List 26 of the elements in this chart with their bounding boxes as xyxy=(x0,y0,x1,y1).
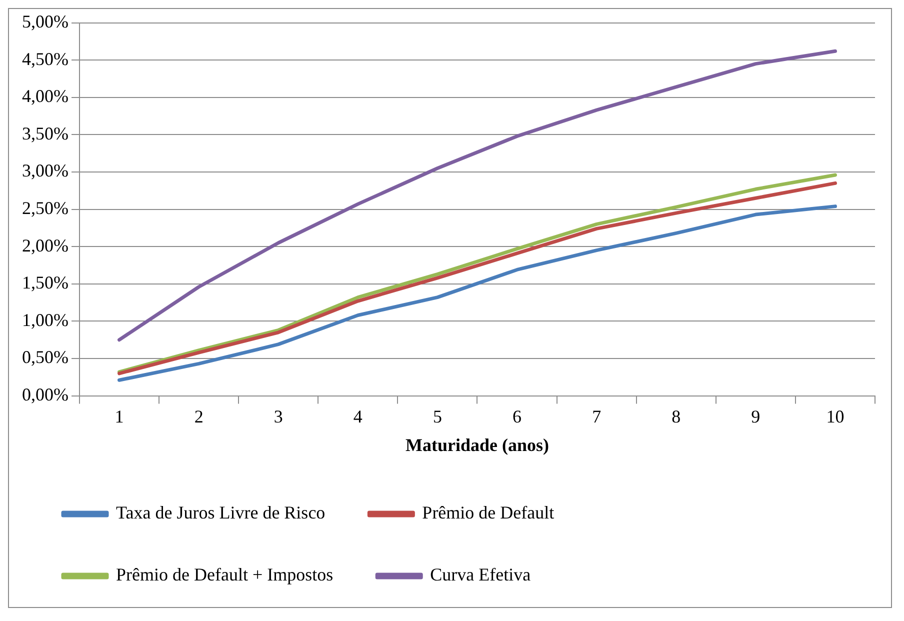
x-tick-label: 3 xyxy=(274,406,283,426)
y-tick-label: 2,50% xyxy=(22,198,68,218)
y-tick-label: 3,00% xyxy=(22,160,68,181)
legend-label: Curva Efetiva xyxy=(430,564,531,585)
y-tick-label: 4,00% xyxy=(22,86,68,106)
x-tick-label: 4 xyxy=(353,406,362,426)
y-tick-label: 3,50% xyxy=(22,123,68,144)
legend-label: Taxa de Juros Livre de Risco xyxy=(116,502,326,523)
y-tick-label: 5,00% xyxy=(22,12,68,32)
legend-label: Prêmio de Default + Impostos xyxy=(116,564,334,585)
y-tick-label: 0,00% xyxy=(22,384,68,405)
y-tick-label: 0,50% xyxy=(22,347,68,368)
x-tick-label: 10 xyxy=(826,406,844,426)
x-tick-label: 1 xyxy=(114,406,124,426)
legend-label: Prêmio de Default xyxy=(422,502,554,523)
x-tick-label: 2 xyxy=(194,406,204,426)
x-tick-label: 7 xyxy=(592,406,602,426)
y-tick-label: 1,50% xyxy=(22,272,68,293)
y-tick-label: 1,00% xyxy=(22,310,68,330)
x-tick-label: 6 xyxy=(512,406,522,426)
x-tick-label: 5 xyxy=(432,406,442,426)
y-tick-label: 2,00% xyxy=(22,235,68,256)
y-tick-label: 4,50% xyxy=(22,48,68,69)
x-axis-title: Maturidade (anos) xyxy=(405,434,549,455)
x-tick-label: 8 xyxy=(672,406,681,426)
x-tick-label: 9 xyxy=(751,406,760,426)
